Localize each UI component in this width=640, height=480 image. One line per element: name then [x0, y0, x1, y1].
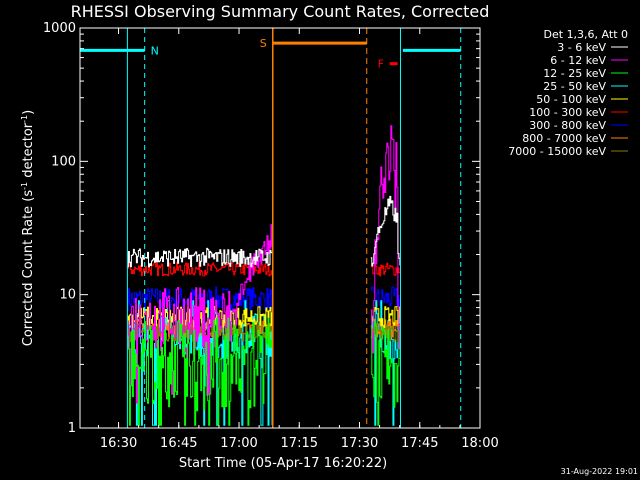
chart-title: RHESSI Observing Summary Count Rates, Co… — [71, 2, 490, 21]
x-tick-label: 17:15 — [281, 436, 318, 451]
y-tick-label: 10 — [59, 288, 76, 303]
timestamp: 31-Aug-2022 19:01 — [561, 467, 638, 476]
legend-item-label: 300 - 800 keV — [529, 119, 606, 132]
legend-item-label: 100 - 300 keV — [529, 106, 606, 119]
series-line — [127, 317, 273, 426]
y-tick-label: 1 — [68, 421, 76, 436]
series-line — [370, 322, 401, 343]
saa-label: S — [260, 37, 267, 50]
series-line — [127, 262, 273, 277]
series-line — [127, 247, 273, 268]
x-axis-label: Start Time (05-Apr-17 16:20:22) — [179, 456, 387, 471]
legend-item-label: 3 - 6 keV — [557, 41, 606, 54]
legend-item-label: 7000 - 15000 keV — [508, 145, 606, 158]
series-line — [370, 262, 401, 277]
y-axis-label: Corrected Count Rate (s-1 detector-1) — [20, 110, 36, 346]
series-line — [370, 306, 401, 328]
series-line — [370, 195, 401, 267]
x-tick-label: 17:45 — [401, 436, 438, 451]
legend-header: Det 1,3,6, Att 0 — [544, 28, 628, 41]
legend-item-label: 6 - 12 keV — [550, 54, 606, 67]
x-tick-label: 17:30 — [341, 436, 378, 451]
x-tick-label: 18:00 — [461, 436, 498, 451]
plot-series — [127, 125, 401, 426]
legend-item-label: 12 - 25 keV — [543, 67, 606, 80]
x-tick-label: 17:00 — [220, 436, 257, 451]
flare-label: F — [378, 58, 384, 71]
y-tick-label: 100 — [51, 154, 76, 169]
x-tick-label: 16:30 — [100, 436, 137, 451]
y-tick-label: 1000 — [43, 21, 76, 36]
legend-item-label: 25 - 50 keV — [543, 80, 606, 93]
x-tick-label: 16:45 — [160, 436, 197, 451]
axes-frame — [79, 27, 481, 429]
axis-ticks: 16:30 16:45 17:00 17:15 17:30 17:45 18:00 1 10 10… — [43, 21, 499, 451]
series-line — [370, 320, 401, 426]
legend-item-label: 800 - 7000 keV — [522, 132, 606, 145]
legend-item-label: 50 - 100 keV — [536, 93, 606, 106]
night-label: N — [151, 44, 159, 57]
